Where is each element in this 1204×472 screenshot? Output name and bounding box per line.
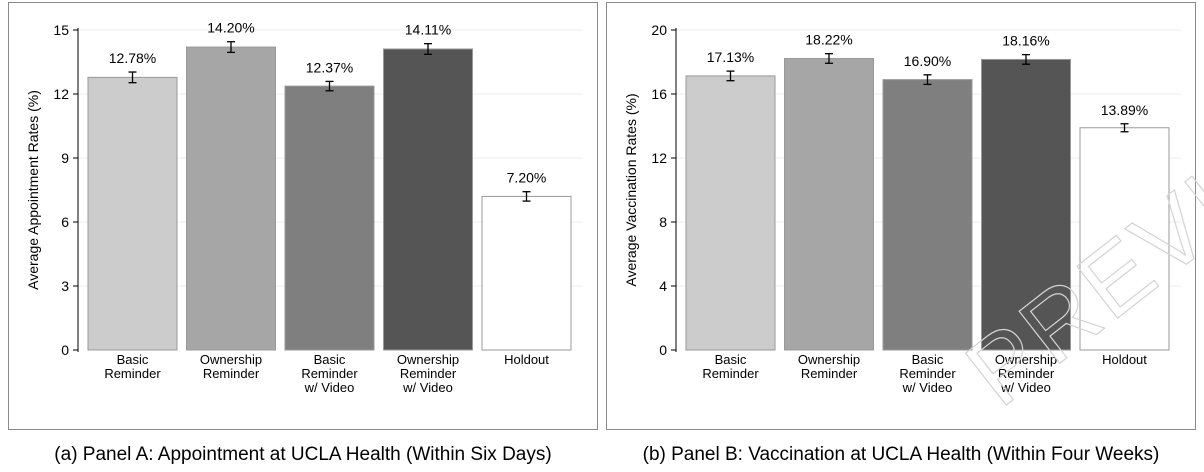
y-tick-label: 0 [659, 342, 667, 358]
x-tick-label: Basic Reminder w/ Video [301, 352, 358, 395]
y-tick-label: 16 [651, 86, 667, 102]
x-tick-label-line: Basic [912, 352, 944, 367]
x-tick-label-line: Holdout [504, 352, 549, 367]
bar [685, 75, 776, 351]
panel-a: 0 3 6 9 12 15 Average Appointment Rates (%) 12.… [8, 0, 602, 472]
x-tick-label-line: w/ Video [1000, 380, 1051, 395]
y-tick-label: 3 [61, 278, 69, 294]
bar [186, 46, 276, 351]
data-label: 14.20% [207, 20, 254, 36]
x-tick-label: Ownership Reminder w/ Video [397, 352, 459, 395]
x-tick-label: Basic Reminder [104, 352, 161, 381]
panel-a-caption: (a) Panel A: Appointment at UCLA Health … [54, 444, 552, 465]
panel-b: 0 4 8 12 16 20 Average Vaccination Rates (%) 17… [606, 0, 1200, 472]
data-label: 13.89% [1101, 102, 1148, 118]
x-tick-label-line: Basic [715, 352, 747, 367]
x-tick-label: Basic Reminder [702, 352, 759, 381]
data-label: 18.16% [1002, 33, 1049, 49]
x-tick-label-line: Ownership [397, 352, 459, 367]
x-tick-label-line: Reminder [301, 366, 358, 381]
x-tick-label-line: w/ Video [902, 380, 953, 395]
y-axis-label: Average Vaccination Rates (%) [623, 93, 639, 286]
x-tick-label-line: Reminder [104, 366, 161, 381]
x-tick-label: Ownership Reminder w/ Video [995, 352, 1057, 395]
y-tick-label: 12 [53, 86, 69, 102]
x-tick-label-line: Ownership [200, 352, 262, 367]
data-label: 18.22% [805, 32, 852, 48]
bar-chart-appointment: 0 3 6 9 12 15 Average Appointment Rates (%) 12.… [25, 20, 583, 395]
data-label: 14.11% [405, 22, 451, 38]
x-tick-label-line: Reminder [203, 366, 260, 381]
data-label: 12.37% [306, 59, 353, 75]
y-tick-label: 4 [659, 278, 667, 294]
bar [87, 76, 178, 351]
bar [383, 48, 473, 351]
y-tick-label: 9 [61, 150, 69, 166]
data-label: 17.13% [707, 49, 754, 65]
bar [981, 58, 1071, 351]
x-tick-label: Ownership Reminder [200, 352, 262, 381]
data-label: 7.20% [507, 170, 547, 186]
x-tick-label: Ownership Reminder [798, 352, 860, 381]
x-tick-label: Basic Reminder w/ Video [899, 352, 956, 395]
y-tick-label: 20 [651, 22, 667, 38]
x-tick-label-line: Reminder [998, 366, 1055, 381]
x-tick-label: Holdout [1102, 352, 1147, 367]
x-tick-label-line: Reminder [400, 366, 457, 381]
bar-chart-vaccination: 0 4 8 12 16 20 Average Vaccination Rates (%) 17… [623, 22, 1181, 395]
x-tick-label-line: w/ Video [304, 380, 355, 395]
bar [784, 57, 874, 351]
bar [284, 85, 375, 351]
x-tick-label-line: Holdout [1102, 352, 1147, 367]
panel-b-caption: (b) Panel B: Vaccination at UCLA Health … [642, 444, 1160, 465]
bar [1079, 127, 1170, 351]
data-label: 16.90% [904, 53, 951, 69]
bar [882, 79, 973, 351]
x-tick-label-line: w/ Video [402, 380, 453, 395]
x-tick-label-line: Reminder [899, 366, 956, 381]
x-tick-label-line: Ownership [798, 352, 860, 367]
y-axis-label: Average Appointment Rates (%) [25, 90, 41, 290]
x-tick-label-line: Reminder [702, 366, 759, 381]
y-tick-label: 6 [61, 214, 69, 230]
bar [481, 195, 572, 351]
y-tick-label: 0 [61, 342, 69, 358]
x-tick-label-line: Reminder [801, 366, 858, 381]
data-label: 12.78% [109, 50, 156, 66]
x-tick-label-line: Basic [117, 352, 149, 367]
x-tick-label-line: Basic [314, 352, 346, 367]
x-tick-label-line: Ownership [995, 352, 1057, 367]
y-tick-label: 8 [659, 214, 667, 230]
y-tick-label: 15 [53, 22, 69, 38]
y-tick-label: 12 [651, 150, 667, 166]
x-tick-label: Holdout [504, 352, 549, 367]
